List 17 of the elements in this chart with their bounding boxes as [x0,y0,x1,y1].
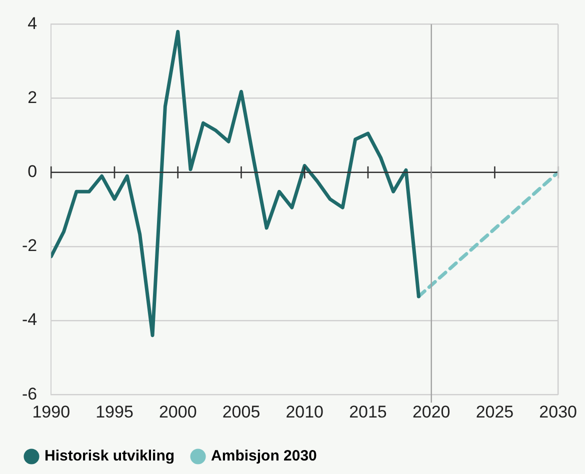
x-tick-label: 2020 [412,402,450,422]
y-tick-label: 0 [28,162,38,182]
y-tick-label: 2 [28,88,38,107]
x-tick-label: 1995 [96,402,134,422]
legend-label: Ambisjon 2030 [211,448,317,465]
y-tick-label: -4 [22,310,38,330]
y-tick-label: -6 [22,384,38,404]
legend-label: Historisk utvikling [44,448,175,465]
y-tick-label: 4 [28,14,38,33]
x-tick-label: 2010 [286,402,324,422]
x-tick-label: 2030 [539,402,578,422]
x-tick-label: 2005 [222,402,260,422]
x-tick-label: 1990 [32,402,70,422]
y-tick-label: -2 [22,236,38,256]
x-tick-label: 2025 [476,402,514,422]
x-tick-label: 2000 [158,402,197,422]
x-tick-label: 2015 [349,402,387,422]
